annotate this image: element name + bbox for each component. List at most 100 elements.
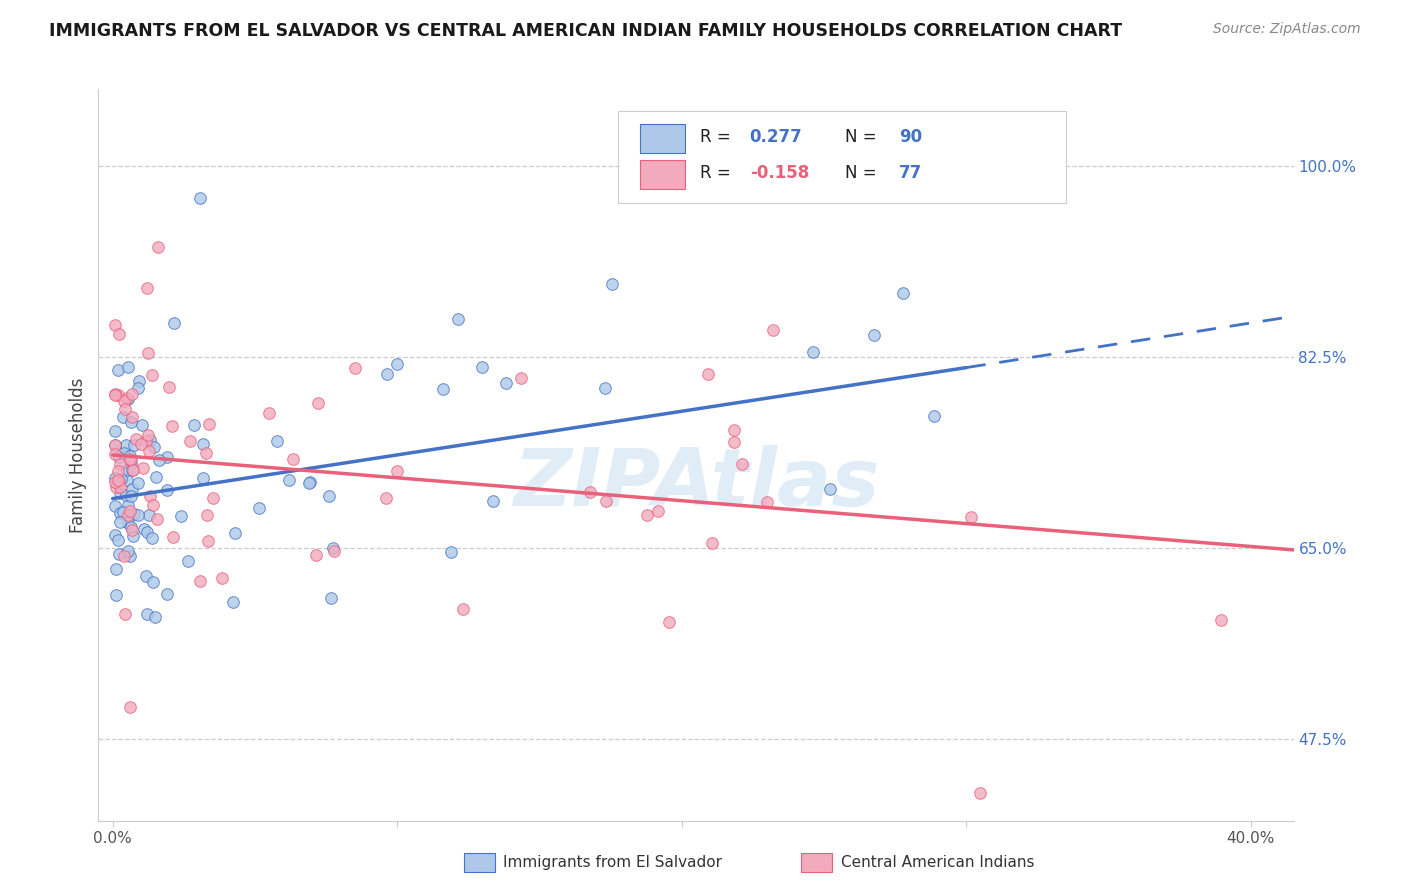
Bar: [640, 124, 685, 153]
Point: [132, 461, 155, 475]
Point: [145, 470, 167, 484]
Point: [104, 500, 127, 514]
Point: [138, 508, 160, 523]
Point: [579, 485, 602, 500]
Point: [136, 281, 159, 295]
Point: [138, 433, 160, 447]
Point: [112, 445, 135, 459]
Point: [375, 367, 398, 381]
Point: [107, 464, 129, 478]
Point: [636, 508, 658, 523]
Point: [121, 409, 143, 424]
Text: Central American Indians: Central American Indians: [841, 855, 1035, 870]
Text: 0.277: 0.277: [749, 128, 803, 145]
Point: [162, 530, 184, 544]
Point: [307, 396, 329, 410]
Point: [117, 508, 139, 523]
Point: [731, 458, 754, 472]
Point: [156, 483, 179, 497]
Point: [115, 473, 138, 487]
Point: [700, 535, 723, 549]
Point: [197, 534, 219, 549]
Point: [136, 346, 159, 360]
Point: [482, 493, 505, 508]
Point: [191, 471, 214, 485]
Point: [224, 525, 246, 540]
Point: [135, 568, 157, 582]
Point: [128, 374, 150, 388]
Point: [117, 498, 139, 512]
Point: [143, 609, 166, 624]
Point: [179, 434, 201, 449]
Point: [960, 509, 983, 524]
Point: [114, 401, 136, 416]
Point: [107, 473, 129, 487]
Point: [600, 277, 623, 292]
Point: [120, 504, 142, 518]
Point: [104, 562, 127, 576]
Text: N =: N =: [845, 164, 882, 182]
Point: [122, 507, 145, 521]
Point: [446, 311, 468, 326]
Point: [120, 453, 142, 467]
Point: [111, 409, 134, 424]
Point: [108, 475, 131, 489]
Point: [820, 482, 842, 496]
Point: [148, 453, 170, 467]
Point: [108, 516, 131, 530]
Point: [191, 437, 214, 451]
FancyBboxPatch shape: [619, 112, 1067, 202]
Point: [495, 376, 517, 391]
Point: [122, 529, 145, 543]
Point: [136, 607, 159, 621]
Point: [121, 524, 143, 538]
Point: [143, 440, 166, 454]
Point: [114, 437, 136, 451]
Point: [183, 418, 205, 433]
Point: [108, 450, 131, 465]
Point: [277, 473, 299, 487]
Point: [156, 587, 179, 601]
Point: [322, 541, 344, 555]
Point: [190, 574, 212, 589]
Point: [136, 524, 159, 539]
Point: [108, 479, 131, 493]
Text: Source: ZipAtlas.com: Source: ZipAtlas.com: [1213, 22, 1361, 37]
Text: Immigrants from El Salvador: Immigrants from El Salvador: [503, 855, 723, 870]
Point: [120, 549, 142, 563]
Y-axis label: Family Households: Family Households: [69, 377, 87, 533]
Point: [451, 602, 474, 616]
Point: [118, 452, 141, 467]
Point: [432, 382, 454, 396]
Point: [323, 543, 346, 558]
Point: [801, 344, 824, 359]
Point: [115, 391, 138, 405]
Point: [321, 591, 343, 605]
Point: [142, 574, 165, 589]
Point: [755, 495, 778, 509]
Point: [471, 359, 494, 374]
Point: [118, 700, 141, 714]
Point: [127, 381, 149, 395]
Text: ZIPAtlas: ZIPAtlas: [513, 445, 879, 524]
Point: [104, 438, 127, 452]
Point: [117, 359, 139, 374]
Point: [114, 607, 136, 621]
Point: [157, 380, 180, 394]
Point: [385, 357, 408, 371]
Point: [211, 571, 233, 585]
Point: [124, 432, 146, 446]
Point: [104, 447, 127, 461]
Point: [112, 393, 135, 408]
Text: R =: R =: [700, 164, 735, 182]
Point: [922, 409, 945, 424]
Point: [108, 458, 131, 472]
Point: [127, 475, 149, 490]
Point: [375, 491, 398, 505]
Text: 77: 77: [900, 164, 922, 182]
Point: [135, 434, 157, 448]
Point: [593, 381, 616, 395]
Point: [104, 387, 127, 401]
Point: [110, 485, 132, 500]
Point: [120, 489, 142, 503]
